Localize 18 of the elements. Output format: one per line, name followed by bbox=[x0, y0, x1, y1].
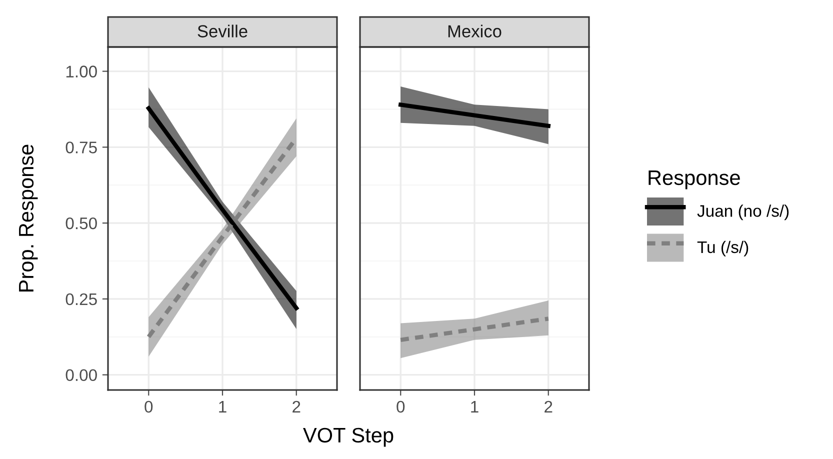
x-axis-title: VOT Step bbox=[303, 428, 394, 447]
legend-label: Juan (no /s/) bbox=[697, 204, 789, 220]
legend-title: Response bbox=[648, 170, 740, 190]
chart-title: Seville bbox=[198, 24, 248, 38]
legend-label: Tu (/s/) bbox=[697, 240, 748, 256]
chart-title: Mexico bbox=[448, 24, 502, 38]
x-tick-label: 1 bbox=[219, 401, 226, 412]
y-tick-label: 0.25 bbox=[66, 293, 97, 306]
y-tick-label: 1.00 bbox=[66, 66, 97, 78]
y-tick-label: 0.00 bbox=[66, 369, 97, 382]
x-tick-label: 0 bbox=[396, 400, 405, 413]
y-tick-label: 0.75 bbox=[66, 142, 97, 154]
y-axis-title: Prop. Response bbox=[19, 144, 38, 292]
x-tick-label: 1 bbox=[471, 401, 478, 412]
y-tick-label: 0.50 bbox=[66, 217, 97, 230]
x-tick-label: 2 bbox=[292, 400, 300, 412]
x-tick-label: 2 bbox=[544, 400, 552, 412]
x-tick-label: 0 bbox=[144, 400, 153, 413]
